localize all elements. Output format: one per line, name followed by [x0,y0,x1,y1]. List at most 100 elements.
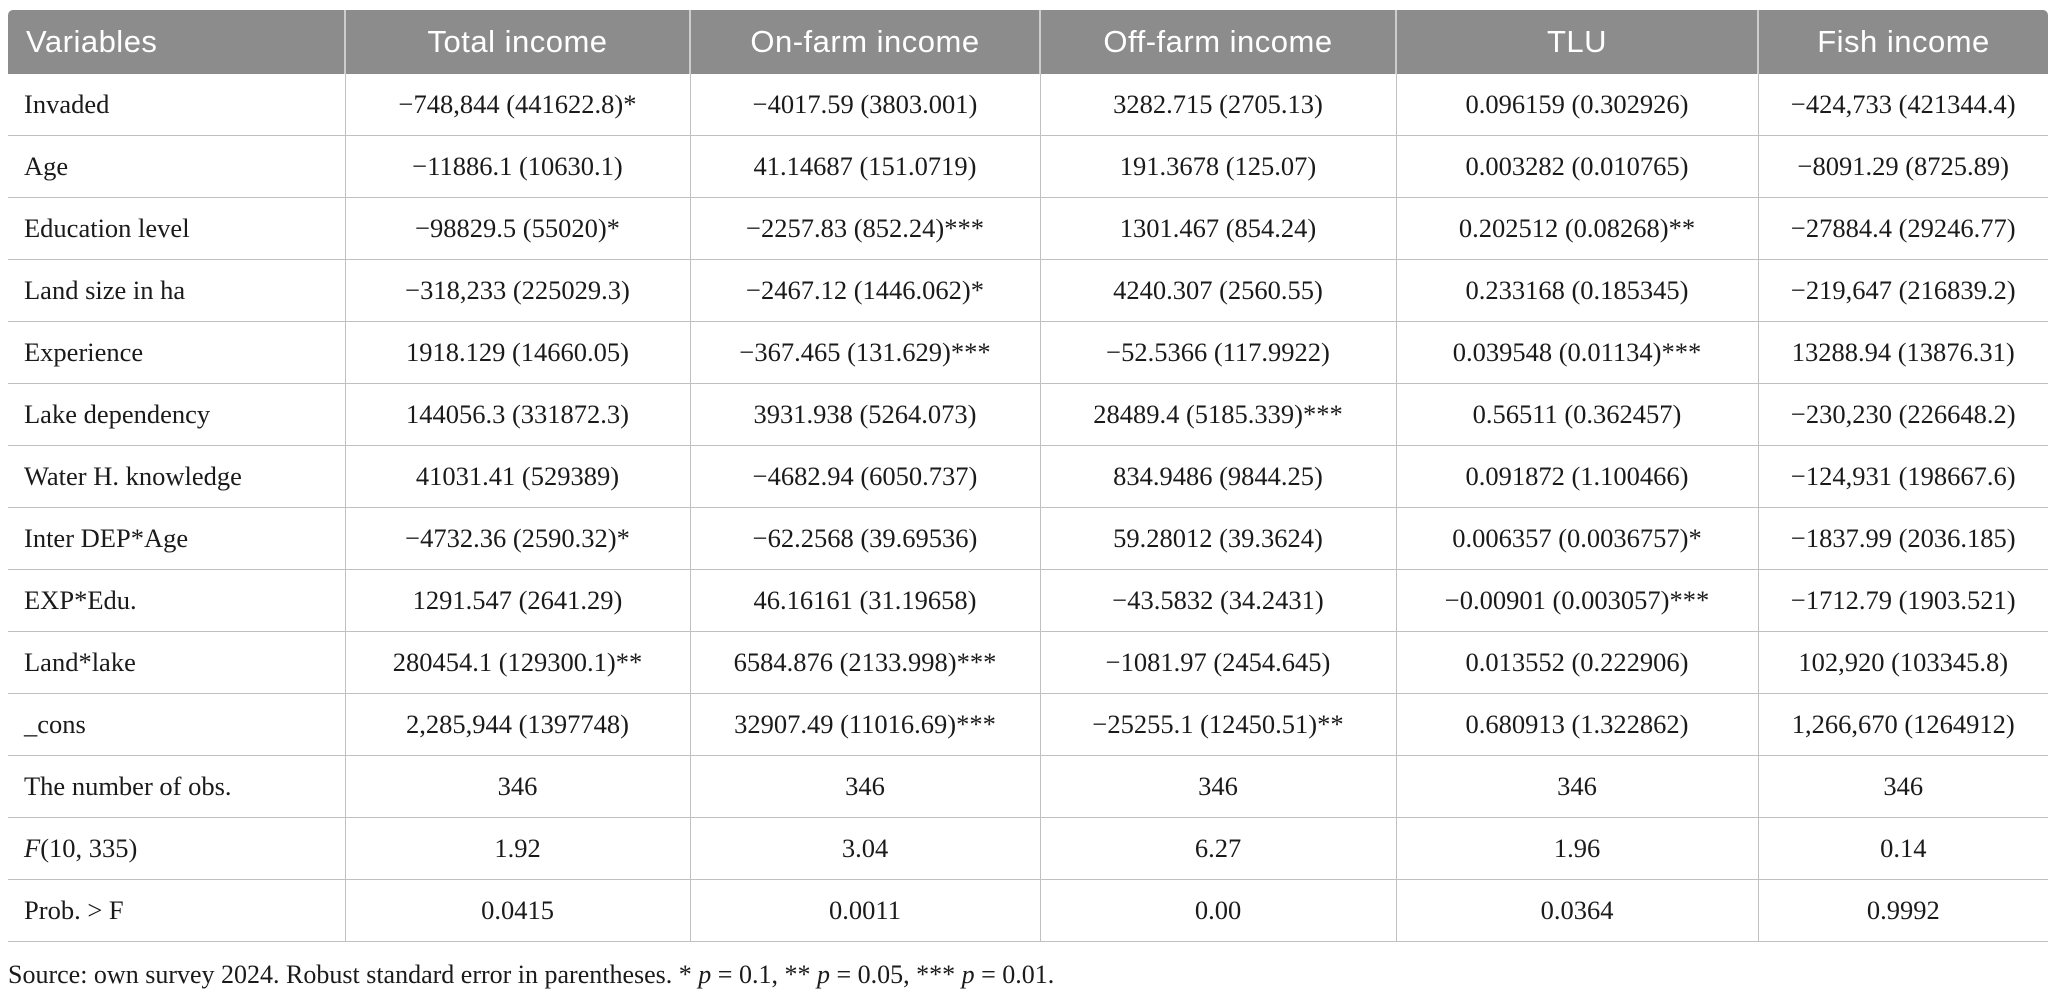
value-cell: 346 [1039,755,1396,818]
row-label: F(10, 335) [8,817,345,880]
value-cell: 1.92 [344,817,690,880]
regression-results-table: Variables Total income On-farm income Off-f… [8,10,2048,942]
value-cell: 13288.94 (13876.31) [1757,321,2048,384]
value-cell: 0.14 [1757,817,2048,880]
table-row-the-number-of-obs: The number of obs. 346 346 346 346 346 [8,755,2048,818]
value-cell: 0.096159 (0.302926) [1395,74,1758,136]
header-cell-off-farm-income: Off-farm income [1039,10,1396,74]
value-cell: −27884.4 (29246.77) [1757,197,2048,260]
header-cell-total-income: Total income [344,10,690,74]
value-cell: −2467.12 (1446.062)* [689,259,1040,322]
value-cell: 0.0364 [1395,879,1758,942]
value-cell: 2,285,944 (1397748) [344,693,690,756]
row-label: Water H. knowledge [8,445,345,508]
value-cell: 0.56511 (0.362457) [1395,383,1758,446]
value-cell: −424,733 (421344.4) [1757,74,2048,136]
value-cell: 191.3678 (125.07) [1039,135,1396,198]
value-cell: 346 [1757,755,2048,818]
value-cell: −43.5832 (34.2431) [1039,569,1396,632]
row-label: Invaded [8,74,345,136]
row-label: Prob. > F [8,879,345,942]
row-label: Education level [8,197,345,260]
value-cell: 3.04 [689,817,1040,880]
value-cell: 0.680913 (1.322862) [1395,693,1758,756]
value-cell: 0.233168 (0.185345) [1395,259,1758,322]
value-cell: −4017.59 (3803.001) [689,74,1040,136]
value-cell: 0.202512 (0.08268)** [1395,197,1758,260]
table-row-prob-f: Prob. > F 0.0415 0.0011 0.00 0.0364 0.9992 [8,879,2048,942]
value-cell: −1837.99 (2036.185) [1757,507,2048,570]
row-label: Lake dependency [8,383,345,446]
table-row-water-h-knowledge: Water H. knowledge 41031.41 (529389) −4682… [8,445,2048,508]
header-cell-tlu: TLU [1395,10,1758,74]
table-row-age: Age −11886.1 (10630.1) 41.14687 (151.0719)… [8,135,2048,198]
value-cell: 144056.3 (331872.3) [344,383,690,446]
table-row-inter-dep-age: Inter DEP*Age −4732.36 (2590.32)* −62.2568… [8,507,2048,570]
value-cell: 0.00 [1039,879,1396,942]
value-cell: 3282.715 (2705.13) [1039,74,1396,136]
value-cell: −1081.97 (2454.645) [1039,631,1396,694]
value-cell: −0.00901 (0.003057)*** [1395,569,1758,632]
value-cell: 6584.876 (2133.998)*** [689,631,1040,694]
value-cell: −4682.94 (6050.737) [689,445,1040,508]
value-cell: −1712.79 (1903.521) [1757,569,2048,632]
value-cell: 102,920 (103345.8) [1757,631,2048,694]
value-cell: 1.96 [1395,817,1758,880]
row-label: Age [8,135,345,198]
value-cell: −8091.29 (8725.89) [1757,135,2048,198]
table-row-land-lake: Land*lake 280454.1 (129300.1)** 6584.876 (… [8,631,2048,694]
value-cell: 1,266,670 (1264912) [1757,693,2048,756]
row-label: Land size in ha [8,259,345,322]
header-cell-variables: Variables [8,10,345,74]
value-cell: −2257.83 (852.24)*** [689,197,1040,260]
table-footnote: Source: own survey 2024. Robust standard… [8,960,1055,989]
table-header-row: Variables Total income On-farm income Off-f… [8,10,2048,74]
value-cell: 1301.467 (854.24) [1039,197,1396,260]
value-cell: 1918.129 (14660.05) [344,321,690,384]
table-row-lake-dependency: Lake dependency 144056.3 (331872.3) 3931.9… [8,383,2048,446]
value-cell: 0.013552 (0.222906) [1395,631,1758,694]
value-cell: −230,230 (226648.2) [1757,383,2048,446]
value-cell: 32907.49 (11016.69)*** [689,693,1040,756]
value-cell: 0.003282 (0.010765) [1395,135,1758,198]
value-cell: 0.006357 (0.0036757)* [1395,507,1758,570]
value-cell: 1291.547 (2641.29) [344,569,690,632]
value-cell: 6.27 [1039,817,1396,880]
row-label: _cons [8,693,345,756]
value-cell: −748,844 (441622.8)* [344,74,690,136]
row-label: The number of obs. [8,755,345,818]
value-cell: 346 [1395,755,1758,818]
value-cell: 280454.1 (129300.1)** [344,631,690,694]
table-row-cons: _cons 2,285,944 (1397748) 32907.49 (11016.… [8,693,2048,756]
value-cell: 3931.938 (5264.073) [689,383,1040,446]
value-cell: 0.0415 [344,879,690,942]
value-cell: −4732.36 (2590.32)* [344,507,690,570]
value-cell: 46.16161 (31.19658) [689,569,1040,632]
value-cell: 0.9992 [1757,879,2048,942]
value-cell: 4240.307 (2560.55) [1039,259,1396,322]
table-row-experience: Experience 1918.129 (14660.05) −367.465 (1… [8,321,2048,384]
header-cell-on-farm-income: On-farm income [689,10,1040,74]
value-cell: −318,233 (225029.3) [344,259,690,322]
value-cell: 346 [689,755,1040,818]
value-cell: 41.14687 (151.0719) [689,135,1040,198]
value-cell: −124,931 (198667.6) [1757,445,2048,508]
value-cell: 0.091872 (1.100466) [1395,445,1758,508]
table-row-f-10-335: F(10, 335) 1.92 3.04 6.27 1.96 0.14 [8,817,2048,880]
table-body: Invaded −748,844 (441622.8)* −4017.59 (380… [8,74,2048,942]
value-cell: −98829.5 (55020)* [344,197,690,260]
table-row-land-size-in-ha: Land size in ha −318,233 (225029.3) −2467.… [8,259,2048,322]
header-cell-fish-income: Fish income [1757,10,2048,74]
value-cell: 0.039548 (0.01134)*** [1395,321,1758,384]
value-cell: 834.9486 (9844.25) [1039,445,1396,508]
table-row-exp-edu: EXP*Edu. 1291.547 (2641.29) 46.16161 (31.1… [8,569,2048,632]
value-cell: 346 [344,755,690,818]
row-label: EXP*Edu. [8,569,345,632]
value-cell: 0.0011 [689,879,1040,942]
table-row-invaded: Invaded −748,844 (441622.8)* −4017.59 (380… [8,74,2048,136]
header-row: Variables Total income On-farm income Off-f… [8,10,2048,74]
value-cell: −25255.1 (12450.51)** [1039,693,1396,756]
table-row-education-level: Education level −98829.5 (55020)* −2257.83… [8,197,2048,260]
row-label: Experience [8,321,345,384]
